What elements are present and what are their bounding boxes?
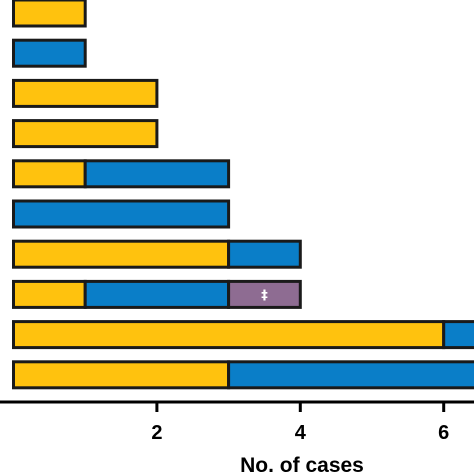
bar-row-8: ‡	[12, 279, 302, 309]
bar-row-4	[12, 119, 159, 149]
bar-row-6	[12, 199, 231, 229]
bar-row-1	[12, 0, 87, 28]
bar-segment-yellow	[12, 159, 87, 189]
x-tick-label: 4	[295, 422, 307, 444]
bars-layer: ‡	[12, 0, 474, 390]
x-tick-label: 6	[438, 422, 449, 444]
x-tick-label: 2	[151, 422, 162, 444]
bar-row-2	[12, 38, 87, 68]
bar-segment-blue	[227, 239, 302, 269]
bar-segment-blue	[12, 38, 87, 68]
segment-label: ‡	[261, 288, 268, 303]
bar-row-10	[12, 360, 474, 390]
bar-segment-yellow	[12, 239, 231, 269]
bar-row-5	[12, 159, 231, 189]
x-axis-ticks: 2 4 6	[151, 402, 449, 444]
bar-row-9	[12, 320, 474, 350]
bar-segment-yellow	[12, 0, 87, 28]
bar-segment-yellow	[12, 78, 159, 108]
bar-segment-purple	[227, 279, 302, 309]
bar-row-7	[12, 239, 302, 269]
bar-segment-yellow	[12, 360, 231, 390]
bar-segment-blue	[227, 360, 474, 390]
bar-segment-yellow	[12, 320, 446, 350]
bar-segment-yellow	[12, 279, 87, 309]
bar-row-3	[12, 78, 159, 108]
bar-segment-yellow	[12, 119, 159, 149]
bar-segment-blue	[83, 279, 231, 309]
bar-segment-blue	[83, 159, 231, 189]
bar-segment-blue	[442, 320, 474, 350]
x-axis-title: No. of cases	[240, 454, 364, 474]
bar-segment-blue	[12, 199, 231, 229]
